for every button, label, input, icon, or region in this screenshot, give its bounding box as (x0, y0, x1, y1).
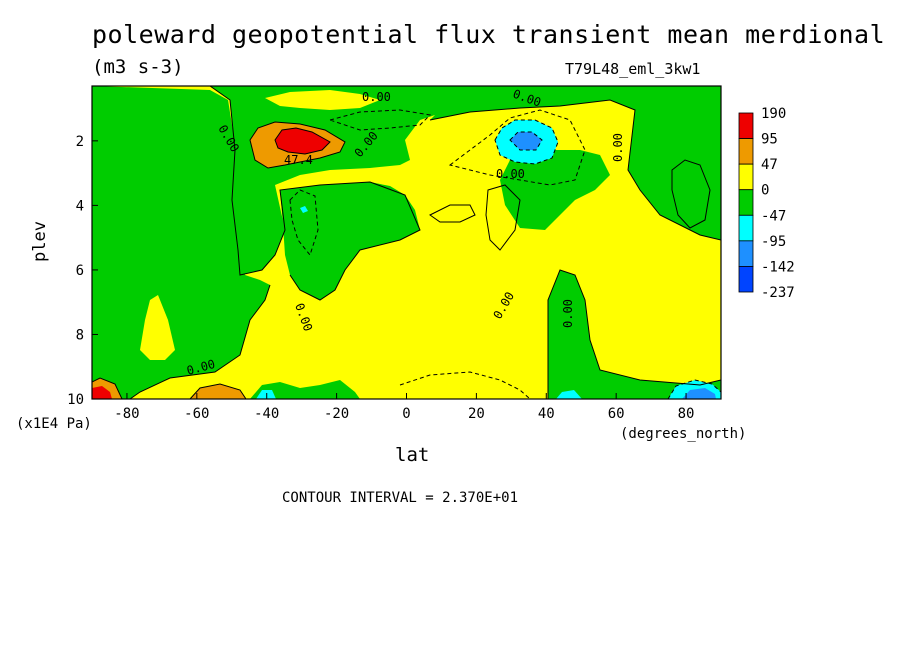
colorbar-swatch (738, 240, 754, 267)
contour-zero-lower-right (547, 269, 721, 399)
y-axis-units: (x1E4 Pa) (16, 416, 92, 432)
colorbar-swatch (738, 112, 754, 139)
colorbar-level-label: -47 (761, 208, 786, 224)
contour-upper-left-pocket (429, 204, 476, 223)
contour-label: 0.00 (362, 90, 391, 104)
contour-zero-lower (92, 284, 271, 399)
contour-neg-upper-band (328, 109, 432, 131)
colorbar-level-label: 190 (761, 106, 786, 122)
field-weak-positive-pocket-left (140, 295, 175, 360)
field-strong-positive-southpole-core (92, 386, 112, 399)
x-tick-label: -40 (254, 406, 279, 422)
colorbar-level-label: -95 (761, 234, 786, 250)
x-tick-label: -20 (324, 406, 349, 422)
y-tick-label: 10 (67, 392, 84, 408)
contour-neg-wide (448, 109, 586, 186)
contour-neg-min-inner (509, 131, 543, 151)
colorbar-swatch (738, 189, 754, 216)
x-axis-label: lat (395, 444, 430, 466)
x-tick-label: 0 (402, 406, 410, 422)
field-weak-negative-lower-left-pocket (250, 380, 360, 399)
field-weak-negative-right-region (430, 86, 721, 240)
contour-95-max (274, 127, 331, 155)
field-weak-negative-center-region (280, 182, 420, 300)
colorbar: 190 95 47 0 -47 -95 -142 -237 (738, 106, 795, 301)
y-tick-label: 4 (76, 198, 84, 214)
field-negative-lower-center-patch (256, 390, 276, 399)
contour-neg-lower-center (399, 371, 531, 399)
colorbar-level-label: -237 (761, 285, 795, 301)
colorbar-level-label: 0 (761, 183, 769, 199)
contour-neg-min-outer (494, 119, 559, 165)
chart-units: (m3 s-3) (92, 56, 184, 78)
field-weak-positive-pocket-upper (265, 90, 380, 110)
contour-lower-left-lobe (189, 383, 247, 399)
contour-center-pocket (485, 184, 521, 251)
contour-47-max (249, 121, 346, 169)
contour-label: 0.00 (496, 167, 525, 181)
field-weak-negative-lower-right-region (548, 270, 721, 399)
contour-label: 0.00 (561, 299, 575, 328)
colorbar-swatch (738, 266, 754, 293)
chart-title: poleward geopotential flux transient mea… (92, 20, 886, 49)
contour-neg-northpole (667, 379, 721, 399)
contour-label: 0.00 (611, 133, 625, 162)
contour-southpole (92, 377, 123, 399)
y-tick-label: 6 (76, 263, 84, 279)
field-more-negative-northpole-core (682, 388, 716, 399)
x-axis-units: (degrees_north) (620, 426, 747, 442)
contour-label: 47.4 (284, 153, 313, 167)
plot-area: 0.00 0.000.00 0.000.000.000.00 0.00 0.000.00… (92, 86, 721, 399)
x-tick-label: 80 (678, 406, 695, 422)
colorbar-level-label: 47 (761, 157, 778, 173)
contour-neg-center-left (289, 189, 319, 257)
colorbar-swatch (738, 214, 754, 242)
colorbar-level-label: -142 (761, 259, 795, 275)
x-tick-label: 20 (468, 406, 485, 422)
contour-zero-left (209, 86, 421, 301)
contour-right-pocket (671, 159, 711, 229)
x-tick-label: 40 (538, 406, 555, 422)
field-more-negative-core (510, 132, 542, 150)
run-label: T79L48_eml_3kw1 (565, 60, 701, 78)
x-tick-label: -60 (184, 406, 209, 422)
colorbar-swatch (738, 138, 754, 165)
x-tick-label: 60 (608, 406, 625, 422)
colorbar-swatch (738, 163, 754, 191)
y-tick-label: 8 (76, 327, 84, 343)
contour-zero-center (429, 99, 721, 241)
field-negative-lower-right-patch (556, 390, 582, 399)
contour-interval-note: CONTOUR INTERVAL = 2.370E+01 (282, 490, 519, 506)
y-tick-label: 2 (76, 134, 84, 150)
field-weak-negative-left-region (92, 86, 721, 399)
x-tick-label: -80 (114, 406, 139, 422)
field-negative-small-spot (300, 206, 308, 213)
colorbar-level-label: 95 (761, 132, 778, 148)
